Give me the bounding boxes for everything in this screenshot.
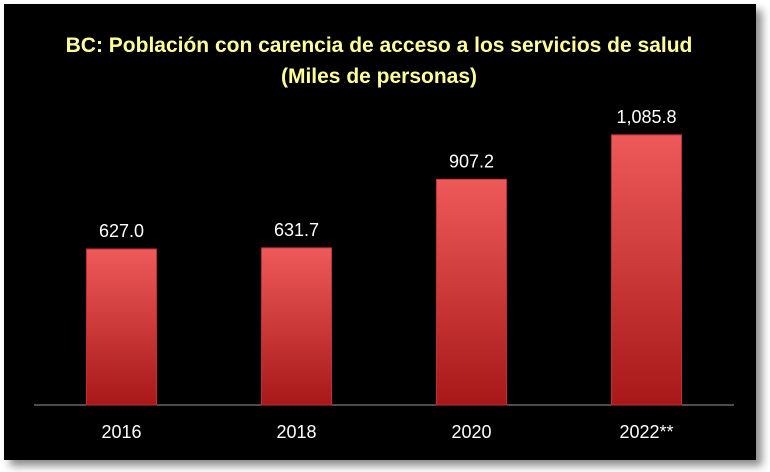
data-label-2018: 631.7 bbox=[274, 220, 319, 240]
chart-frame: BC: Población con carencia de acceso a l… bbox=[4, 4, 756, 460]
bar-2020 bbox=[436, 178, 507, 406]
x-tick-label-2018: 2018 bbox=[276, 422, 316, 442]
x-tick-label-2022: 2022** bbox=[619, 422, 673, 442]
bar-chart-plot: 627.0 2016 631.7 2018 907.2 2020 1,085.8 2022** bbox=[34, 107, 734, 442]
x-tick-label-2016: 2016 bbox=[101, 422, 141, 442]
x-tick-label-2020: 2020 bbox=[451, 422, 491, 442]
data-label-2022: 1,085.8 bbox=[616, 107, 676, 127]
chart-title: BC: Población con carencia de acceso a l… bbox=[65, 34, 693, 88]
data-label-2016: 627.0 bbox=[99, 221, 144, 241]
bar-2018 bbox=[261, 247, 332, 406]
bar-2022 bbox=[611, 134, 682, 406]
data-label-2020: 907.2 bbox=[449, 151, 494, 171]
bar-2016 bbox=[86, 248, 157, 406]
